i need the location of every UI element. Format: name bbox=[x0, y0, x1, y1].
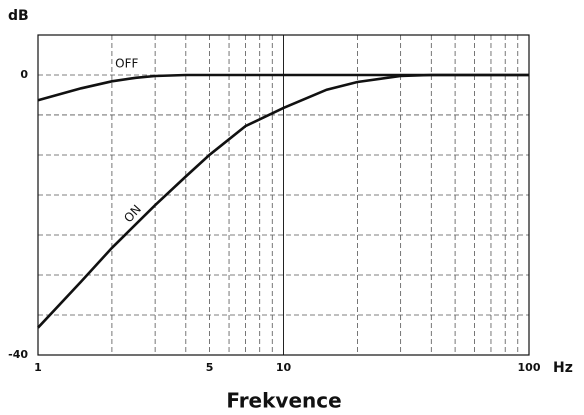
x-tick-label: 10 bbox=[276, 361, 292, 374]
y-axis-label: dB bbox=[8, 8, 29, 24]
curve bbox=[37, 73, 529, 102]
y-tick-label: 0 bbox=[20, 68, 28, 81]
x-axis-label: Hz bbox=[553, 360, 573, 376]
curve bbox=[37, 73, 529, 329]
x-tick-label: 5 bbox=[206, 361, 214, 374]
x-tick-label: 1 bbox=[34, 361, 42, 374]
legend-label: OFF bbox=[115, 57, 138, 71]
legend-label: ON bbox=[121, 202, 144, 225]
chart-title: Frekvence bbox=[226, 389, 341, 413]
x-tick-label: 100 bbox=[518, 361, 541, 374]
y-tick-label: -40 bbox=[8, 348, 28, 361]
plot-frame bbox=[37, 34, 530, 356]
